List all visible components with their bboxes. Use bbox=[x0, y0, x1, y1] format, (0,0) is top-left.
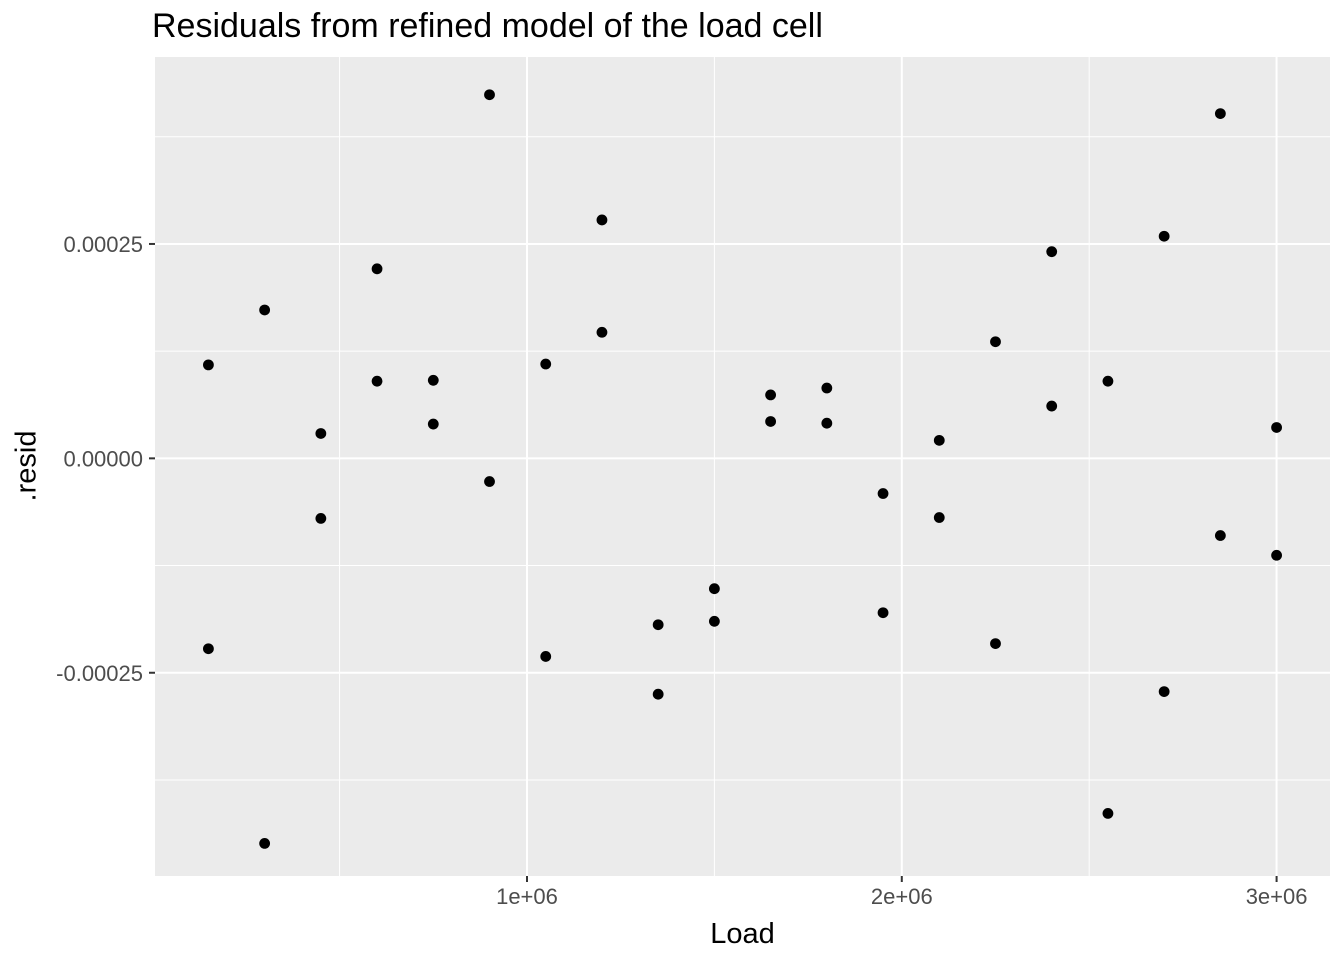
data-point bbox=[1102, 375, 1114, 387]
data-point bbox=[484, 89, 495, 101]
data-point bbox=[821, 417, 833, 429]
data-point bbox=[652, 688, 664, 700]
data-point bbox=[371, 263, 383, 275]
data-point bbox=[371, 375, 383, 387]
data-point bbox=[877, 488, 889, 499]
data-point bbox=[1102, 807, 1114, 819]
plot-panel-background bbox=[155, 57, 1330, 876]
data-point bbox=[1158, 230, 1170, 242]
data-point bbox=[540, 358, 552, 370]
data-point bbox=[933, 434, 945, 446]
data-point bbox=[1214, 530, 1226, 541]
data-point bbox=[821, 382, 833, 394]
data-point bbox=[708, 583, 720, 595]
data-point bbox=[1046, 246, 1058, 258]
data-point bbox=[596, 214, 608, 226]
data-point bbox=[708, 615, 720, 627]
data-point bbox=[203, 643, 214, 655]
data-point bbox=[596, 326, 608, 338]
data-point bbox=[1271, 422, 1282, 433]
data-point bbox=[540, 651, 552, 662]
y-tick-label: 0.00025 bbox=[63, 232, 143, 257]
data-point bbox=[315, 428, 327, 439]
x-tick-label: 1e+06 bbox=[496, 884, 558, 909]
y-axis-title: .resid bbox=[10, 430, 43, 502]
data-point bbox=[877, 607, 889, 619]
data-point bbox=[990, 336, 1001, 348]
data-point bbox=[765, 389, 777, 401]
plot-title: Residuals from refined model of the load… bbox=[152, 7, 823, 45]
data-point bbox=[203, 359, 214, 371]
y-tick-label: 0.00000 bbox=[63, 446, 143, 471]
data-point bbox=[1046, 400, 1058, 412]
x-axis-title: Load bbox=[710, 918, 775, 950]
data-point bbox=[990, 638, 1001, 649]
x-tick-label: 3e+06 bbox=[1246, 884, 1308, 909]
data-point bbox=[259, 304, 271, 316]
data-point bbox=[652, 619, 664, 631]
data-point bbox=[1158, 686, 1170, 698]
y-tick-label: -0.00025 bbox=[56, 661, 143, 686]
x-tick-label: 2e+06 bbox=[871, 884, 933, 909]
data-point bbox=[1271, 549, 1282, 561]
data-point bbox=[315, 512, 327, 524]
data-point bbox=[484, 476, 495, 487]
data-point bbox=[933, 512, 945, 523]
data-point bbox=[765, 416, 777, 427]
data-point bbox=[1214, 108, 1226, 120]
data-point bbox=[427, 374, 439, 386]
data-point bbox=[427, 418, 439, 430]
data-point bbox=[259, 838, 271, 849]
